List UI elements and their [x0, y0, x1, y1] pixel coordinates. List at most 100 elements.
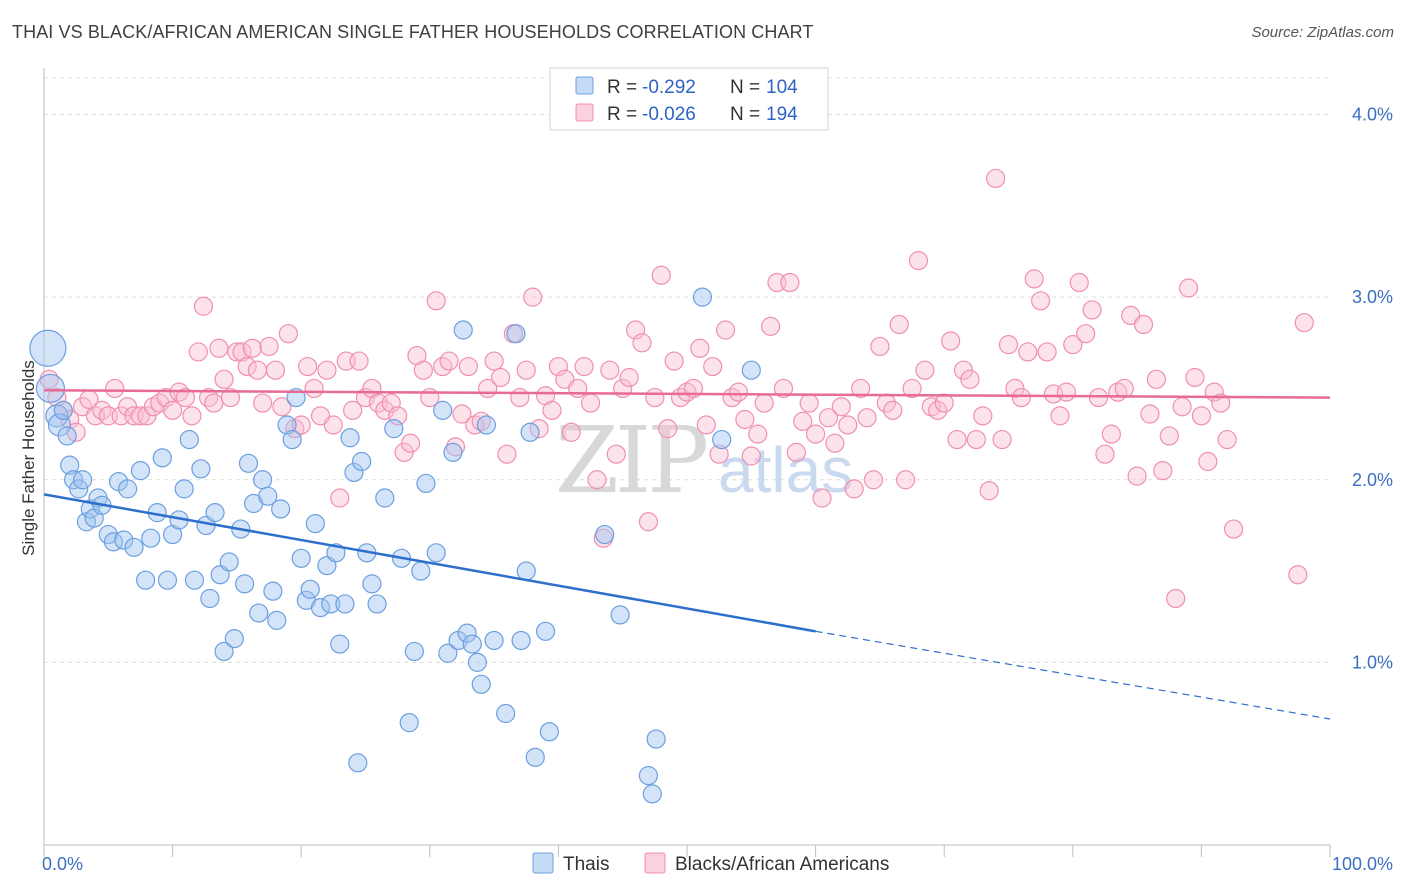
thai-point	[344, 462, 364, 483]
thai-point	[57, 426, 77, 446]
y-tick-labels: 1.0% 2.0% 3.0% 4.0%	[1352, 105, 1393, 673]
legend-n-value-thai: 104	[766, 77, 798, 98]
thai-point	[467, 652, 487, 672]
thai-point	[506, 324, 526, 344]
thai-point	[595, 524, 615, 545]
black-point	[1050, 406, 1070, 426]
black-point	[1011, 387, 1031, 408]
black-point	[227, 342, 247, 362]
black-point	[490, 367, 511, 388]
black-point	[1133, 314, 1154, 335]
y-tick-label: 2.0%	[1352, 470, 1393, 490]
y-axis-title: Single Father Households	[19, 360, 38, 556]
thai-point	[114, 530, 134, 550]
thai-point	[335, 594, 355, 614]
black-point	[966, 429, 986, 450]
black-point	[986, 168, 1006, 189]
trend-line-black	[43, 389, 1331, 399]
thai-point	[741, 360, 761, 380]
thai-point	[457, 623, 477, 643]
black-point	[606, 444, 626, 464]
thai-point	[496, 703, 516, 724]
black-point	[516, 360, 536, 380]
thai-point	[53, 400, 73, 420]
black-point	[237, 356, 257, 377]
black-point	[1037, 342, 1057, 362]
thai-point	[362, 574, 382, 594]
thai-point	[511, 630, 531, 651]
thai-point	[184, 570, 205, 590]
black-point	[265, 360, 286, 380]
black-point	[1101, 424, 1121, 444]
black-point	[1166, 588, 1186, 609]
black-point	[658, 419, 678, 439]
thai-point	[135, 570, 156, 590]
thai-point	[141, 528, 161, 548]
black-point	[497, 444, 517, 464]
black-point	[1153, 461, 1173, 481]
thai-point	[282, 429, 302, 450]
black-point	[799, 393, 819, 413]
y-tick-label: 4.0%	[1352, 105, 1393, 125]
black-point	[413, 360, 433, 380]
thai-point	[258, 486, 278, 506]
black-point	[1223, 519, 1244, 539]
black-point	[780, 272, 800, 293]
black-point	[818, 408, 839, 428]
thai-point	[646, 729, 666, 749]
black-point	[1069, 272, 1089, 293]
thai-point	[539, 722, 559, 742]
chart-title: THAI VS BLACK/AFRICAN AMERICAN SINGLE FA…	[12, 22, 814, 42]
black-point	[638, 512, 659, 532]
trend-lines	[43, 389, 1331, 720]
black-point	[709, 444, 729, 464]
thai-point	[367, 594, 387, 614]
watermark-zip: ZIP	[555, 407, 706, 514]
black-point	[175, 387, 196, 408]
legend-r-value-black: -0.026	[642, 104, 696, 125]
black-point	[1127, 466, 1147, 486]
watermark: ZIP atlas	[555, 407, 853, 514]
correlation-legend: R = -0.292 N = 104 R = -0.026 N = 194	[549, 67, 829, 131]
thai-point	[416, 473, 436, 494]
black-point	[298, 356, 318, 377]
thai-point	[462, 634, 482, 654]
thai-point	[330, 634, 350, 654]
thai-point	[291, 548, 311, 568]
black-point	[715, 320, 736, 340]
black-point	[580, 393, 601, 413]
thai-point	[174, 479, 194, 499]
black-point	[1185, 367, 1205, 388]
thai-point	[200, 588, 220, 609]
black-point	[349, 351, 369, 371]
thai-point	[263, 581, 283, 601]
thai-point	[224, 629, 244, 649]
black-point	[471, 411, 491, 431]
black-point	[883, 400, 903, 420]
thai-point	[321, 594, 341, 614]
thai-point	[692, 287, 713, 307]
thai-point	[249, 603, 269, 623]
bottom-legend-label-black: Blacks/African Americans	[675, 854, 889, 875]
x-tick-label-min: 0.0%	[42, 854, 83, 874]
black-point	[188, 342, 208, 362]
legend-r-label-thai: R =	[607, 77, 637, 98]
thai-point	[642, 784, 662, 804]
black-point	[1088, 387, 1109, 408]
black-point	[703, 356, 723, 377]
thai-point	[214, 641, 234, 662]
thai-point	[152, 448, 172, 468]
black-point	[278, 324, 298, 344]
thai-point	[191, 459, 211, 479]
black-point	[388, 406, 408, 426]
black-point	[632, 333, 652, 353]
thai-point	[399, 713, 419, 733]
legend-swatch-black	[575, 103, 594, 122]
black-point	[1198, 451, 1218, 472]
black-point	[992, 429, 1012, 450]
thai-point	[411, 561, 431, 581]
black-point	[748, 424, 768, 444]
bottom-legend-swatch-black	[644, 852, 666, 874]
black-point	[242, 338, 262, 358]
black-point	[253, 393, 273, 413]
